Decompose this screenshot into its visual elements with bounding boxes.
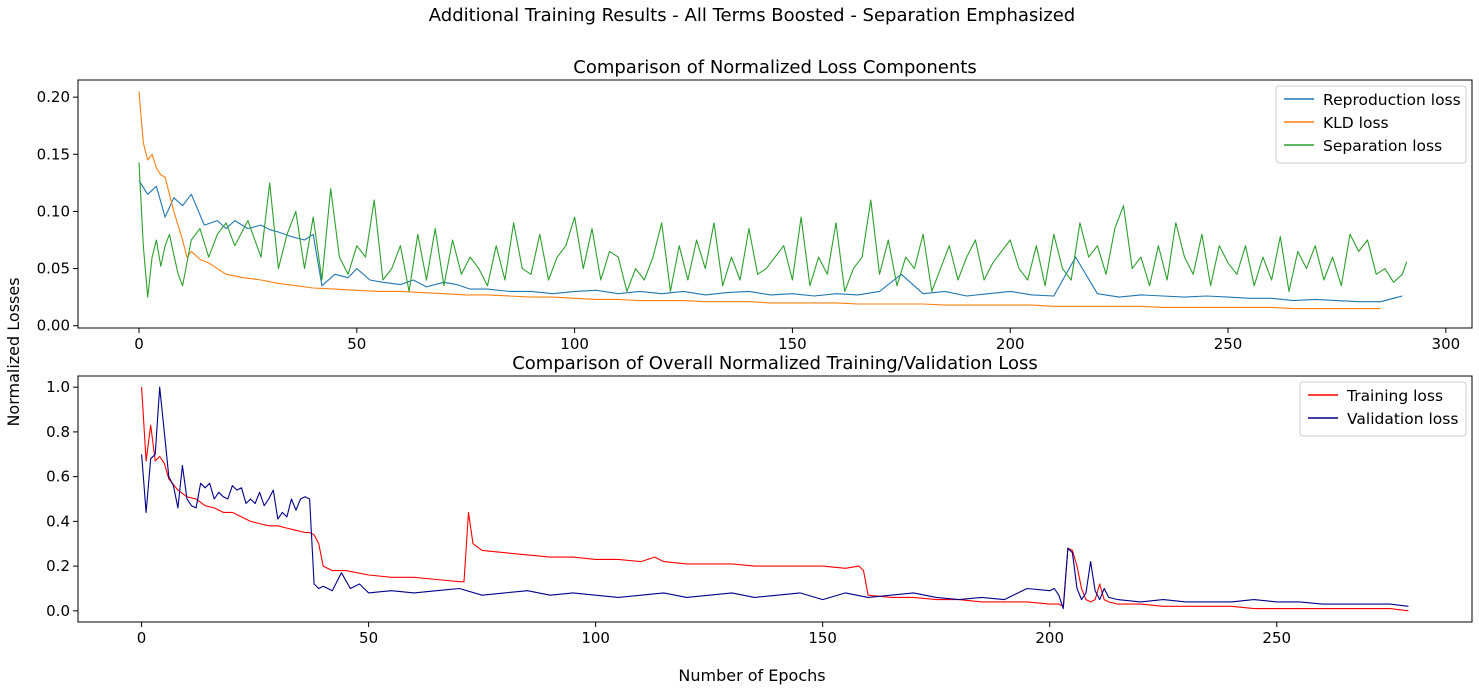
series-group bbox=[141, 386, 1409, 612]
y-tick-label: 1.0 bbox=[46, 378, 70, 396]
legend-label: Validation loss bbox=[1347, 410, 1458, 428]
y-tick-label: 0.15 bbox=[37, 145, 70, 163]
y-tick-label: 0.8 bbox=[46, 423, 70, 441]
x-tick-label: 250 bbox=[1262, 629, 1291, 647]
x-tick-label: 150 bbox=[778, 335, 807, 353]
bottom-subplot: Comparison of Overall Normalized Trainin… bbox=[46, 353, 1473, 647]
legend-label: KLD loss bbox=[1323, 114, 1389, 132]
y-tick-label: 0.10 bbox=[37, 202, 70, 220]
subplot-title: Comparison of Normalized Loss Components bbox=[573, 57, 976, 78]
series-line-reproduction-loss bbox=[138, 180, 1403, 303]
x-tick-label: 300 bbox=[1432, 335, 1461, 353]
x-tick-label: 250 bbox=[1214, 335, 1243, 353]
x-tick-label: 100 bbox=[581, 629, 610, 647]
y-tick-label: 0.6 bbox=[46, 468, 70, 486]
x-tick-label: 0 bbox=[134, 335, 144, 353]
x-tick-label: 50 bbox=[359, 629, 378, 647]
axes-frame bbox=[77, 375, 1473, 623]
series-line-kld-loss bbox=[138, 91, 1381, 310]
legend-box bbox=[1275, 85, 1467, 164]
x-tick-label: 0 bbox=[137, 629, 147, 647]
legend-label: Separation loss bbox=[1323, 137, 1442, 155]
y-tick-label: 0.2 bbox=[46, 557, 70, 575]
figure-suptitle: Additional Training Results - All Terms … bbox=[429, 5, 1075, 26]
shared-ylabel: Normalized Losses bbox=[4, 277, 23, 426]
y-tick-label: 0.0 bbox=[46, 602, 70, 620]
x-tick-label: 50 bbox=[347, 335, 366, 353]
y-tick-label: 0.00 bbox=[37, 317, 70, 335]
subplot-title: Comparison of Overall Normalized Trainin… bbox=[512, 353, 1038, 374]
y-tick-label: 0.05 bbox=[37, 260, 70, 278]
legend-label: Reproduction loss bbox=[1323, 91, 1461, 109]
series-line-validation-loss bbox=[141, 386, 1409, 610]
y-tick-label: 0.20 bbox=[37, 88, 70, 106]
series-line-separation-loss bbox=[138, 162, 1408, 298]
shared-xlabel: Number of Epochs bbox=[678, 666, 825, 685]
x-tick-label: 150 bbox=[808, 629, 837, 647]
legend-label: Training loss bbox=[1346, 387, 1443, 405]
y-tick-label: 0.4 bbox=[46, 512, 70, 530]
legend: Training loss Validation loss bbox=[1299, 381, 1467, 437]
legend-box bbox=[1299, 381, 1467, 437]
x-tick-label: 100 bbox=[560, 335, 589, 353]
x-tick-label: 200 bbox=[1035, 629, 1064, 647]
legend: Reproduction loss KLD loss Separation loss bbox=[1275, 85, 1467, 164]
top-subplot: Comparison of Normalized Loss Components… bbox=[37, 57, 1473, 353]
axes-frame bbox=[77, 79, 1473, 329]
x-tick-label: 200 bbox=[996, 335, 1025, 353]
series-line-training-loss bbox=[141, 387, 1409, 612]
series-group bbox=[138, 91, 1408, 310]
